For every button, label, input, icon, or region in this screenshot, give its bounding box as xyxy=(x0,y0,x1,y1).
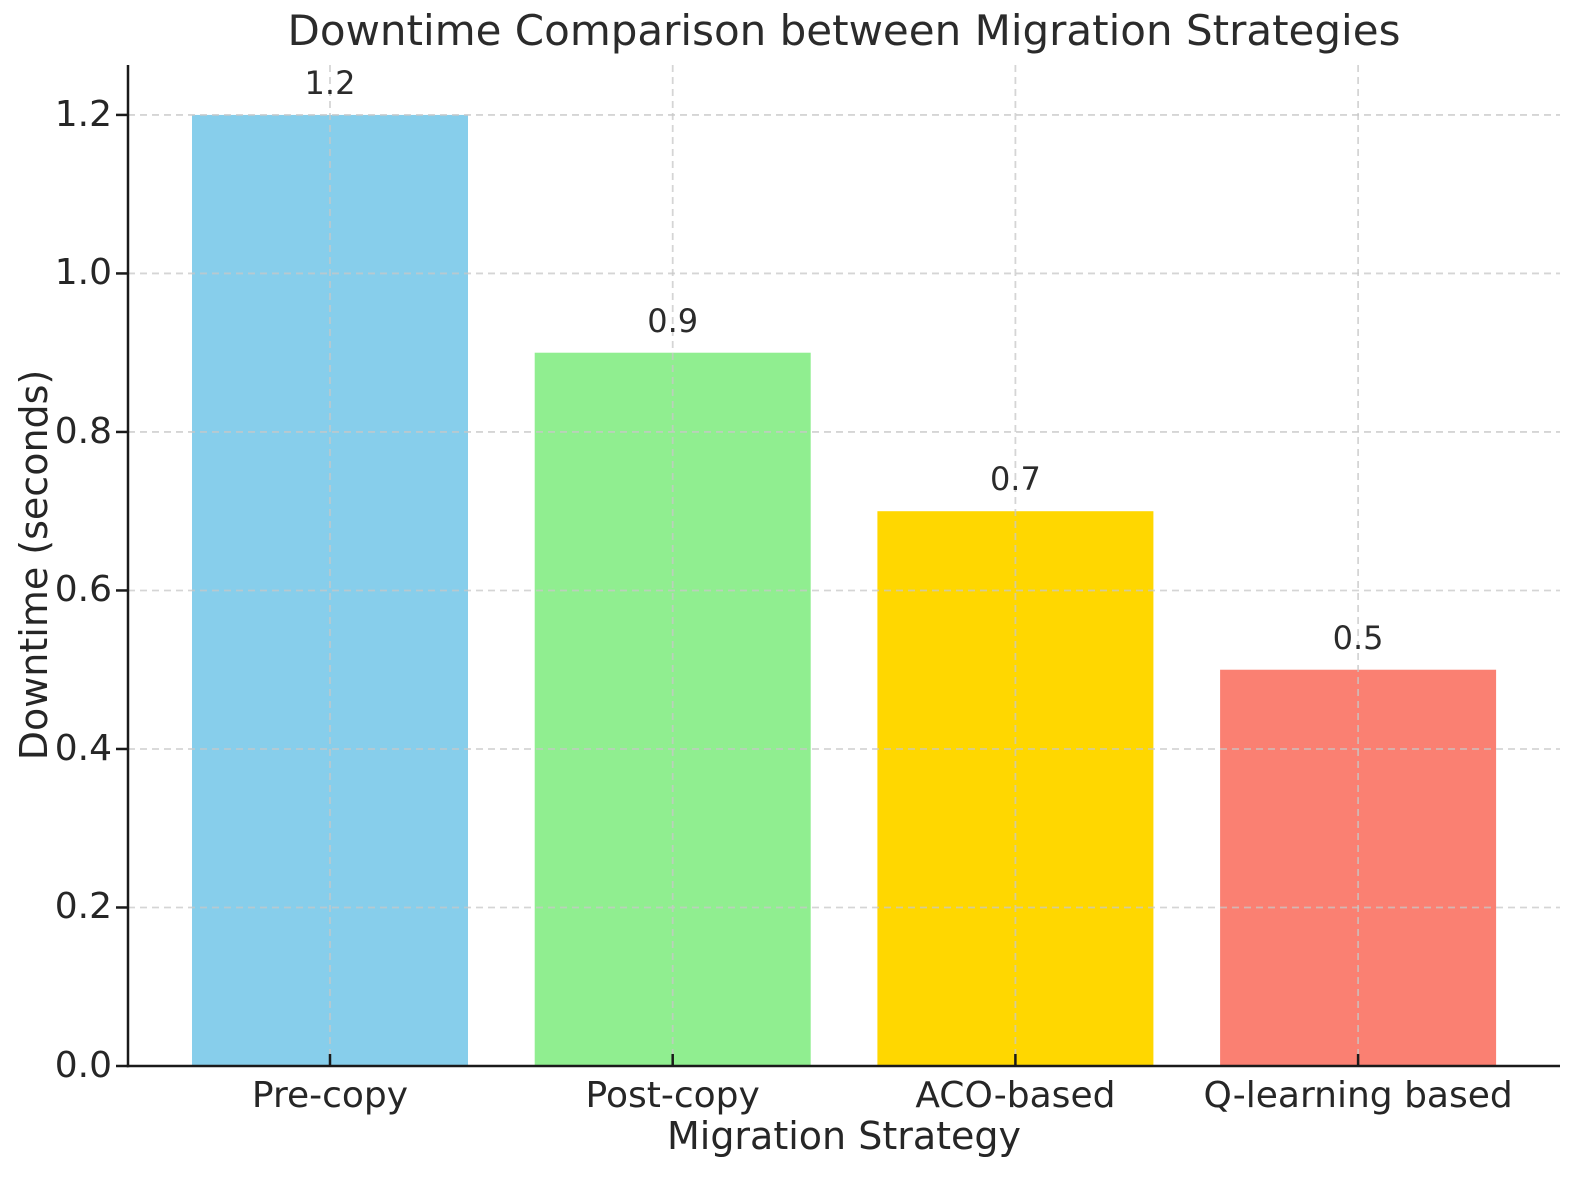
y-tick-label: 0.8 xyxy=(54,410,112,452)
y-tick-label: 0.0 xyxy=(54,1045,112,1086)
x-axis-label: Migration Strategy xyxy=(666,1114,1022,1158)
y-tick-label: 0.6 xyxy=(54,569,112,611)
x-tick-label-q-learning-based: Q-learning based xyxy=(1203,1075,1513,1116)
x-tick-label-post-copy: Post-copy xyxy=(585,1075,760,1116)
bar-q-learning-based xyxy=(1220,669,1497,1066)
bar-value-label: 1.2 xyxy=(304,63,356,102)
y-tick-label: 1.0 xyxy=(54,252,112,294)
y-tick-label: 0.4 xyxy=(54,727,112,769)
x-tick-label-pre-copy: Pre-copy xyxy=(251,1075,409,1116)
y-tick-label: 0.2 xyxy=(54,886,112,928)
chart-title: Downtime Comparison between Migration St… xyxy=(287,6,1401,55)
bar-value-label: 0.5 xyxy=(1332,618,1384,657)
x-tick-label-aco-based: ACO-based xyxy=(915,1075,1116,1116)
bar-value-label: 0.7 xyxy=(989,460,1041,499)
bar-value-label: 0.9 xyxy=(647,301,699,340)
y-tick-label: 1.2 xyxy=(54,93,112,135)
